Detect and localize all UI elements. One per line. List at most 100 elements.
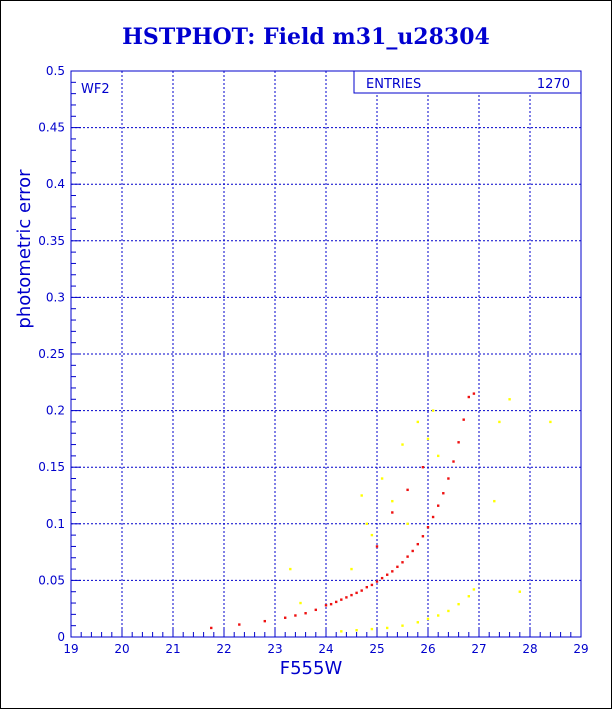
data-point xyxy=(345,596,348,599)
y-tick-label: 0.45 xyxy=(38,121,65,135)
data-point xyxy=(391,499,394,503)
data-point xyxy=(360,494,363,497)
data-point xyxy=(498,420,501,424)
data-point xyxy=(375,545,379,548)
y-tick-label: 0.25 xyxy=(38,347,65,361)
data-point xyxy=(447,609,450,613)
data-point xyxy=(380,477,384,480)
data-point xyxy=(391,570,394,573)
y-tick-label: 0.05 xyxy=(38,573,65,587)
stats-value: 1270 xyxy=(537,77,570,92)
data-point xyxy=(355,591,358,595)
data-point xyxy=(416,542,419,546)
data-point xyxy=(314,608,317,612)
data-point xyxy=(437,454,440,458)
data-point xyxy=(360,589,363,592)
data-point xyxy=(457,602,460,606)
y-tick-label: 0.35 xyxy=(38,234,65,248)
data-point xyxy=(340,630,343,633)
data-point xyxy=(426,437,430,441)
y-tick-label: 0.5 xyxy=(46,64,65,78)
y-axis-label: photometric error xyxy=(14,169,35,329)
data-point xyxy=(289,567,292,571)
data-point xyxy=(462,418,465,421)
data-point xyxy=(401,624,404,627)
data-point xyxy=(294,614,297,617)
panel-label: WF2 xyxy=(81,82,110,97)
data-point xyxy=(335,600,338,604)
data-point xyxy=(329,602,333,606)
y-tick-label: 0.4 xyxy=(46,177,65,191)
data-point xyxy=(421,535,425,538)
data-point xyxy=(421,466,425,469)
data-point xyxy=(431,515,435,519)
data-point xyxy=(365,585,368,589)
data-point xyxy=(350,567,353,571)
data-point xyxy=(437,614,440,617)
x-tick-label: 27 xyxy=(471,642,486,656)
data-point xyxy=(416,621,419,624)
data-point xyxy=(350,593,353,597)
y-tick-label: 0.1 xyxy=(46,517,65,531)
data-point xyxy=(431,409,435,412)
data-point xyxy=(401,443,404,446)
data-point xyxy=(447,477,450,480)
data-point xyxy=(263,619,266,623)
data-point xyxy=(442,492,445,495)
data-point xyxy=(340,598,343,601)
y-tick-label: 0.2 xyxy=(46,404,65,418)
data-point xyxy=(437,504,440,507)
x-tick-label: 28 xyxy=(522,642,537,656)
data-point xyxy=(401,561,404,564)
data-point xyxy=(391,511,394,514)
data-point xyxy=(406,488,409,492)
data-point xyxy=(210,626,213,630)
data-point xyxy=(493,499,496,503)
x-tick-label: 24 xyxy=(318,642,333,656)
data-point xyxy=(238,623,241,626)
chart-title: HSTPHOT: Field m31_u28304 xyxy=(122,24,490,50)
stats-box xyxy=(353,70,582,94)
data-point xyxy=(411,549,414,553)
data-point xyxy=(365,522,368,525)
data-point xyxy=(299,601,302,605)
data-point xyxy=(472,392,476,395)
data-point xyxy=(457,441,460,444)
data-point xyxy=(284,616,287,619)
data-point xyxy=(386,626,389,630)
x-tick-label: 22 xyxy=(216,642,231,656)
x-axis-label: F555W xyxy=(280,658,343,679)
data-point xyxy=(406,555,409,558)
data-point xyxy=(467,395,470,399)
y-tick-label: 0.15 xyxy=(38,460,65,474)
data-point xyxy=(304,612,307,615)
x-tick-label: 20 xyxy=(114,642,129,656)
data-point xyxy=(472,588,476,591)
stats-label: ENTRIES xyxy=(366,77,421,92)
data-point xyxy=(355,629,358,632)
y-tick-label: 0.3 xyxy=(46,290,65,304)
x-tick-label: 29 xyxy=(573,642,588,656)
data-point xyxy=(508,398,511,401)
data-point xyxy=(426,525,430,529)
data-point xyxy=(370,583,374,587)
data-point xyxy=(549,420,552,424)
data-point xyxy=(375,580,379,583)
data-point xyxy=(467,595,470,598)
data-point xyxy=(406,522,409,525)
data-point xyxy=(370,627,374,631)
data-point xyxy=(370,533,374,537)
x-tick-label: 25 xyxy=(369,642,384,656)
data-point xyxy=(426,617,430,621)
x-tick-label: 26 xyxy=(420,642,435,656)
x-tick-label: 23 xyxy=(267,642,282,656)
y-tick-label: 0 xyxy=(57,630,65,644)
data-point xyxy=(518,590,521,593)
x-tick-label: 19 xyxy=(63,642,78,656)
x-tick-label: 21 xyxy=(165,642,180,656)
data-point xyxy=(386,573,389,576)
data-point xyxy=(380,576,384,580)
data-point xyxy=(452,460,455,463)
data-point xyxy=(416,420,419,424)
